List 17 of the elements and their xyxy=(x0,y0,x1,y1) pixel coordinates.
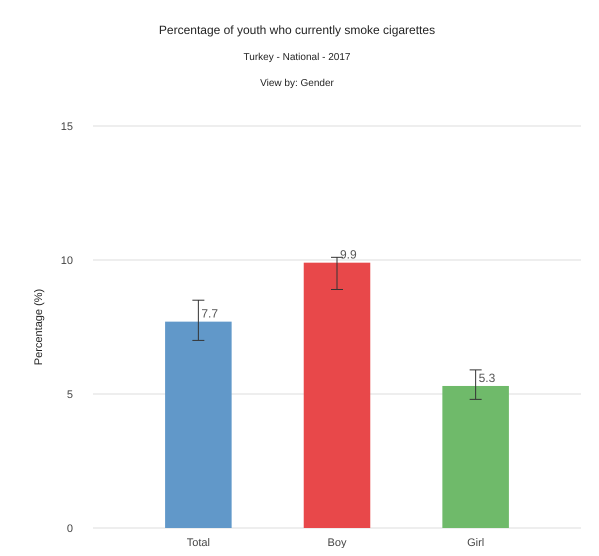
text: Turkey - National - 2017 xyxy=(244,52,350,63)
y-tick-label: 10 xyxy=(60,255,73,267)
data-label: 7.7 xyxy=(201,306,218,321)
x-tick-label: Total xyxy=(186,537,210,549)
data-label: 9.9 xyxy=(340,248,358,262)
x-tick-label: Girl xyxy=(467,537,484,549)
y-axis-title: Percentage (%) xyxy=(33,288,45,366)
text: View by: Gender xyxy=(260,78,334,89)
bar xyxy=(165,322,232,528)
data-label: 5.3 xyxy=(478,370,496,385)
chart-title: Percentage of youth who currently smoke cigarettes xyxy=(158,23,436,37)
y-tick-label: 0 xyxy=(66,523,73,535)
bar xyxy=(442,386,509,528)
bar xyxy=(304,262,370,528)
y-tick-label: 5 xyxy=(66,389,73,401)
y-tick-label: 15 xyxy=(60,121,73,133)
x-tick-label: Boy xyxy=(328,537,347,549)
